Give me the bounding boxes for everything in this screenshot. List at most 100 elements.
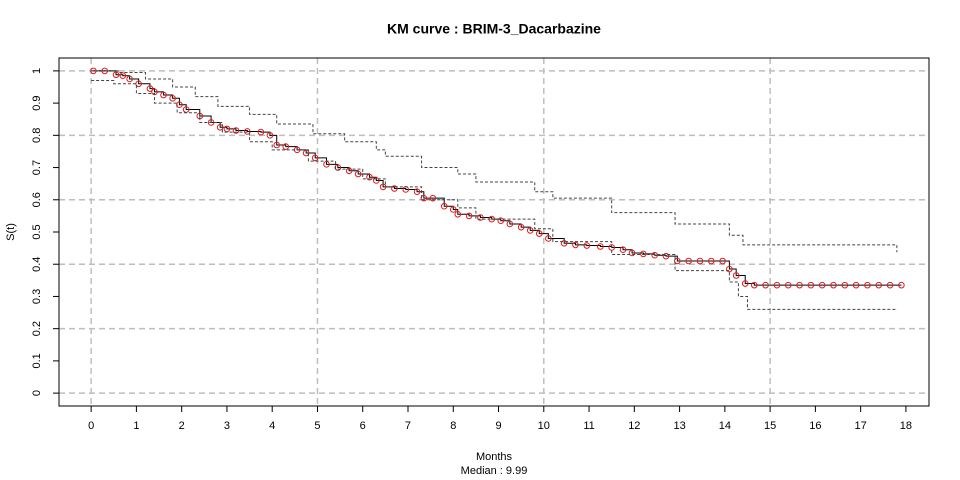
x-tick-label: 13 [673, 420, 685, 432]
x-tick-label: 3 [224, 420, 230, 432]
x-tick-label: 1 [133, 420, 139, 432]
km-point [732, 272, 740, 279]
x-tick-label: 11 [583, 420, 594, 432]
km-point [391, 185, 398, 192]
x-tick-label: 8 [450, 420, 456, 432]
km-point [257, 128, 265, 136]
km-point [311, 154, 319, 162]
km-point [864, 281, 871, 289]
km-point [146, 85, 154, 92]
x-tick-label: 17 [855, 420, 867, 432]
km-point [440, 202, 448, 210]
km-point [640, 250, 647, 258]
km-point [373, 177, 380, 184]
km-point [345, 167, 353, 175]
km-point [420, 194, 428, 202]
x-tick-label: 6 [360, 420, 366, 432]
km-point [506, 220, 514, 228]
km-point [773, 281, 781, 289]
km-line [93, 70, 902, 286]
y-axis-label: S(t) [5, 223, 17, 241]
km-point [517, 223, 525, 231]
km-point [841, 281, 849, 289]
km-point [898, 281, 905, 289]
km-point [334, 164, 342, 171]
km-point [282, 143, 290, 150]
km-point [807, 281, 815, 289]
km-point [750, 281, 758, 289]
km-point [674, 257, 681, 265]
km-point [886, 281, 894, 289]
km-point [685, 257, 692, 265]
km-point [413, 188, 421, 196]
km-point [169, 94, 176, 102]
x-tick-label: 9 [495, 420, 501, 432]
km-point [662, 252, 670, 260]
km-point [696, 257, 704, 265]
chart-title: KM curve : BRIM-3_Dacarbazine [387, 21, 601, 37]
km-point [651, 251, 658, 259]
y-tick-label: 0.5 [31, 224, 43, 239]
km-point [560, 239, 568, 247]
y-tick-label: 1 [31, 68, 43, 74]
km-point [176, 101, 183, 109]
km-point [266, 132, 274, 139]
km-point [366, 173, 373, 181]
km-point [830, 281, 837, 289]
km-point [232, 127, 240, 134]
y-tick-label: 0.2 [31, 321, 43, 336]
y-tick-label: 0.1 [31, 353, 43, 368]
y-tick-label: 0.6 [31, 192, 43, 207]
x-tick-label: 16 [809, 420, 821, 432]
km-point [796, 281, 803, 289]
km-point [497, 217, 505, 225]
ci-line [91, 80, 898, 310]
km-point [454, 210, 462, 218]
km-point [545, 235, 552, 242]
km-point [726, 265, 733, 273]
km-point [784, 281, 792, 289]
km-point [302, 149, 310, 157]
x-tick-label: 18 [900, 420, 912, 432]
km-point [628, 249, 636, 257]
y-tick-label: 0 [31, 390, 43, 396]
y-tick-label: 0.9 [31, 95, 43, 110]
x-tick-label: 12 [628, 420, 640, 432]
km-point [465, 212, 473, 220]
km-point [216, 123, 224, 131]
x-axis-label: Months [476, 451, 513, 463]
y-tick-label: 0.8 [31, 128, 43, 143]
km-point [762, 281, 769, 289]
x-tick-label: 0 [88, 420, 94, 432]
x-tick-label: 15 [764, 420, 776, 432]
km-point [852, 281, 860, 289]
x-tick-label: 7 [405, 420, 411, 432]
km-point [429, 194, 437, 202]
plot-frame [58, 57, 930, 407]
subtitle: Median : 9.99 [461, 465, 528, 477]
y-tick-label: 0.4 [31, 257, 43, 272]
km-point [126, 75, 133, 83]
km-point [597, 243, 604, 250]
km-point [207, 119, 215, 126]
y-tick-label: 0.3 [31, 289, 43, 304]
x-tick-label: 14 [719, 420, 731, 432]
ci-line [91, 70, 898, 253]
km-point [818, 281, 826, 289]
y-tick-label: 0.7 [31, 160, 43, 175]
x-tick-label: 10 [538, 420, 550, 432]
km-point [477, 214, 484, 221]
km-point [719, 257, 726, 265]
km-point [119, 72, 127, 80]
km-point [741, 280, 749, 287]
km-point [354, 170, 362, 178]
km-point [875, 281, 883, 289]
km-point [244, 128, 251, 135]
km-point [526, 227, 534, 234]
km-point [619, 246, 627, 254]
km-point [112, 71, 120, 79]
x-tick-label: 2 [179, 420, 185, 432]
km-point [449, 206, 457, 213]
x-tick-label: 5 [314, 420, 320, 432]
